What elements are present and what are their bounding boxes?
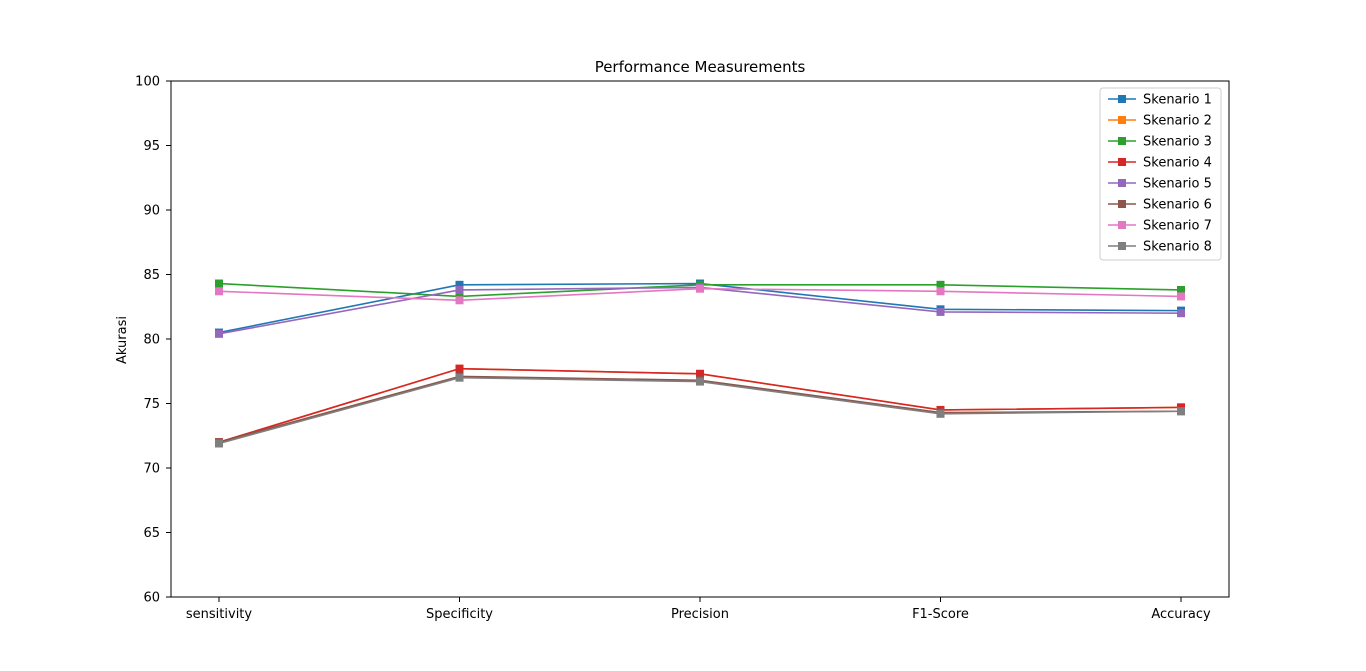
x-tick-label: sensitivity: [186, 607, 253, 622]
legend-item-4: Skenario 4: [1108, 156, 1212, 171]
data-point: [215, 329, 223, 338]
legend-marker: [1118, 137, 1126, 145]
legend-marker: [1118, 242, 1126, 250]
data-point: [696, 369, 704, 378]
axes-frame: [170, 80, 1230, 598]
y-axis-label: Akurasi: [115, 316, 130, 364]
data-point: [455, 285, 464, 294]
legend-marker: [1118, 116, 1126, 124]
legend-label: Skenario 4: [1143, 156, 1212, 171]
data-point: [1177, 309, 1185, 318]
y-tick-label: 85: [143, 268, 160, 283]
legend-item-3: Skenario 3: [1108, 135, 1212, 150]
legend-label: Skenario 3: [1143, 135, 1212, 150]
legend-item-6: Skenario 6: [1108, 198, 1212, 213]
data-point: [455, 373, 464, 382]
y-tick-label: 75: [143, 397, 160, 412]
legend-label: Skenario 6: [1143, 198, 1212, 213]
y-tick-label: 65: [143, 526, 160, 541]
legend-item-8: Skenario 8: [1108, 240, 1212, 255]
series-7: [215, 284, 1185, 305]
data-point: [1177, 292, 1185, 301]
legend-label: Skenario 5: [1143, 177, 1212, 192]
data-point: [455, 364, 464, 373]
series-line: [218, 376, 1182, 445]
data-point: [936, 409, 945, 418]
x-tick-label: Accuracy: [1151, 607, 1211, 622]
data-point: [215, 279, 223, 288]
y-tick-label: 100: [135, 75, 160, 90]
legend-marker: [1118, 158, 1126, 166]
data-point: [1177, 285, 1185, 294]
legend-marker: [1118, 221, 1126, 229]
legend-item-2: Skenario 2: [1108, 114, 1212, 129]
data-point: [936, 280, 945, 289]
legend-marker: [1118, 200, 1126, 208]
legend-label: Skenario 7: [1143, 219, 1212, 234]
plot-area: 60 65 70 75 80 85 90 95 100 sensitivity Specificit…: [135, 75, 1230, 622]
x-tick-label: F1-Score: [912, 607, 969, 622]
legend-item-5: Skenario 5: [1108, 177, 1212, 192]
legend-label: Skenario 8: [1143, 240, 1212, 255]
legend-item-7: Skenario 7: [1108, 219, 1212, 234]
data-point: [455, 280, 464, 289]
legend-label: Skenario 2: [1143, 114, 1212, 129]
y-tick-label: 60: [143, 591, 160, 606]
data-point: [936, 287, 945, 296]
legend-item-1: Skenario 1: [1108, 93, 1212, 108]
x-tick-label: Precision: [671, 607, 729, 622]
x-tick-label: Specificity: [426, 607, 493, 622]
data-point: [696, 284, 704, 293]
data-point: [455, 296, 464, 305]
chart-title: Performance Measurements: [595, 58, 806, 76]
data-point: [215, 287, 223, 296]
legend-box: [1099, 87, 1222, 261]
y-tick-label: 80: [143, 333, 160, 348]
legend: Skenario 1 Skenario 2 Skenario 3 Skenario 4…: [1099, 87, 1222, 261]
data-point: [215, 439, 223, 448]
data-point: [696, 377, 704, 386]
data-point: [936, 307, 945, 316]
y-tick-label: 70: [143, 462, 160, 477]
series-8: [215, 373, 1185, 448]
legend-marker: [1118, 179, 1126, 187]
legend-marker: [1118, 95, 1126, 103]
data-point: [1177, 407, 1185, 416]
legend-label: Skenario 1: [1143, 93, 1212, 108]
y-tick-label: 90: [143, 204, 160, 219]
y-tick-label: 95: [143, 139, 160, 154]
